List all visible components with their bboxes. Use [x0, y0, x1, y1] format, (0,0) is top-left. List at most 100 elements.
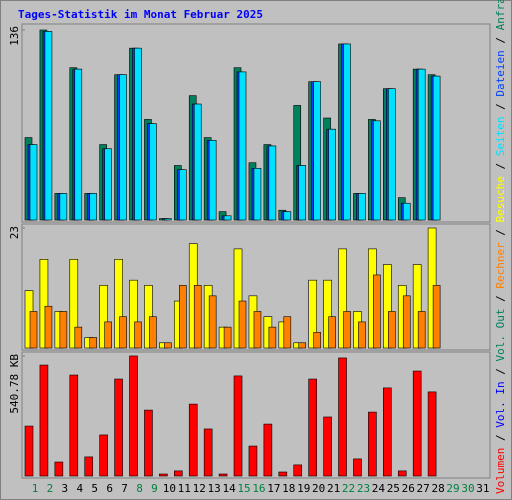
x-tick-label: 30 [461, 482, 474, 495]
bar [208, 140, 217, 221]
x-tick-label: 26 [402, 482, 415, 495]
bar [174, 470, 183, 477]
bar [44, 31, 53, 221]
bar [89, 337, 98, 349]
bar [59, 193, 68, 221]
bar [149, 316, 157, 349]
legend-separator: / [494, 97, 507, 117]
bar [99, 434, 108, 477]
bar [238, 300, 247, 349]
x-tick-label: 22 [342, 482, 355, 495]
bar [54, 461, 64, 477]
bar [373, 274, 381, 349]
bar [298, 342, 307, 349]
bar [164, 218, 172, 221]
bar [149, 123, 157, 221]
x-tick-label: 5 [91, 482, 98, 495]
bar [59, 311, 68, 349]
bar [402, 202, 411, 221]
bar [179, 169, 187, 221]
bar [358, 193, 366, 221]
bar [283, 316, 292, 349]
bar [427, 391, 437, 477]
bar [338, 248, 347, 349]
x-tick-label: 15 [237, 482, 250, 495]
bar [308, 279, 317, 349]
x-tick-label: 16 [252, 482, 265, 495]
bar [203, 428, 213, 477]
bar [44, 305, 53, 349]
bar [253, 168, 262, 221]
bar [253, 311, 262, 349]
x-tick-label: 13 [208, 482, 221, 495]
y-tick-label: 23 [8, 226, 21, 239]
bar [69, 374, 79, 477]
bar [388, 311, 396, 349]
bar [328, 128, 336, 221]
bar [402, 295, 411, 349]
x-tick-label: 8 [136, 482, 143, 495]
x-tick-label: 24 [372, 482, 386, 495]
x-tick-label: 6 [106, 482, 113, 495]
bar [89, 193, 98, 221]
x-tick-label: 17 [267, 482, 280, 495]
bar [343, 311, 351, 349]
bar [412, 370, 422, 477]
bar [74, 68, 83, 221]
bar [268, 145, 277, 221]
bar [24, 425, 34, 477]
legend-separator: / [494, 428, 507, 448]
legend-separator: / [494, 156, 507, 176]
x-tick-label: 7 [121, 482, 128, 495]
bar [188, 403, 198, 477]
x-tick-label: 21 [327, 482, 340, 495]
bar [114, 378, 123, 477]
y-tick-label: 136 [8, 26, 21, 46]
bar [238, 71, 247, 221]
x-tick-label: 31 [476, 482, 489, 495]
y-tick-label: 540.78 KB [8, 354, 21, 414]
bar [323, 279, 332, 349]
bar [313, 332, 321, 349]
bar [263, 423, 273, 477]
bar [278, 471, 288, 477]
legend-separator: / [494, 289, 507, 309]
bar [383, 264, 392, 349]
bar [193, 285, 202, 349]
bar [84, 456, 94, 477]
bar [69, 259, 79, 349]
x-tick-label: 23 [357, 482, 370, 495]
bar [104, 148, 112, 221]
bar [298, 165, 307, 221]
bar [233, 248, 243, 349]
bar [159, 473, 168, 477]
x-tick-label: 25 [387, 482, 400, 495]
bar [164, 342, 172, 349]
bar [99, 285, 108, 349]
legend-separator: / [494, 30, 507, 50]
legend-entry: Anfragen [494, 0, 507, 30]
bar [233, 375, 243, 477]
x-tick-label: 14 [222, 482, 236, 495]
chart-title: Tages-Statistik im Monat Februar 2025 [18, 8, 263, 21]
bar [119, 316, 127, 349]
legend-entry: Besuche [494, 176, 507, 222]
x-tick-label: 4 [76, 482, 83, 495]
bar [114, 259, 123, 349]
bar [328, 316, 336, 349]
x-tick-label: 3 [62, 482, 69, 495]
bar [373, 120, 381, 221]
bar [283, 211, 292, 221]
bar [248, 445, 258, 477]
legend-entry: Dateien [494, 50, 507, 96]
bar [218, 473, 228, 477]
bar [308, 378, 317, 477]
x-tick-label: 19 [297, 482, 310, 495]
bar [223, 215, 232, 221]
bar [29, 311, 38, 349]
bar [208, 295, 217, 349]
bar [29, 144, 38, 221]
bar [144, 409, 153, 477]
bar [268, 326, 277, 349]
